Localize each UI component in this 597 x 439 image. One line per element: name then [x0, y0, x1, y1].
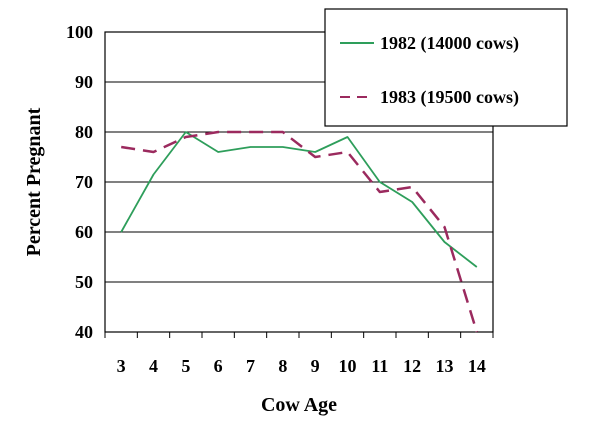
- legend-label-1982: 1982 (14000 cows): [380, 33, 519, 54]
- legend-box: [324, 8, 568, 127]
- legend: 1982 (14000 cows) 1983 (19500 cows): [324, 8, 568, 127]
- y-axis-title: Percent Pregnant: [23, 107, 45, 256]
- x-tick-label: 12: [403, 356, 421, 376]
- series-line-1983: [121, 130, 478, 333]
- y-axis-tick-labels: 40 50 60 70 80 90 100: [66, 22, 93, 342]
- legend-label-1983: 1983 (19500 cows): [380, 87, 519, 108]
- x-tick-label: 5: [181, 356, 190, 376]
- x-tick-label: 8: [278, 356, 287, 376]
- x-tick-label: 3: [117, 356, 126, 376]
- x-tick-label: 10: [339, 356, 357, 376]
- y-tick-label: 90: [75, 72, 93, 92]
- x-axis-title: Cow Age: [261, 394, 337, 416]
- x-tick-label: 14: [468, 356, 486, 376]
- series-line-1982: [120, 131, 478, 268]
- x-tick-label: 11: [371, 356, 388, 376]
- y-tick-label: 40: [75, 322, 93, 342]
- y-tick-label: 50: [75, 272, 93, 292]
- x-tick-label: 9: [311, 356, 320, 376]
- x-tick-label: 7: [246, 356, 255, 376]
- series-lines: [120, 130, 478, 333]
- x-tick-label: 4: [149, 356, 158, 376]
- y-tick-label: 60: [75, 222, 93, 242]
- x-axis-tick-labels: 3 4 5 6 7 8 9 10 11 12 13 14: [117, 356, 486, 376]
- x-tick-label: 6: [214, 356, 223, 376]
- y-tick-label: 100: [66, 22, 93, 42]
- x-tick-label: 13: [436, 356, 454, 376]
- y-tick-label: 70: [75, 172, 93, 192]
- y-tick-label: 80: [75, 122, 93, 142]
- x-axis-tick-marks: [104, 332, 494, 338]
